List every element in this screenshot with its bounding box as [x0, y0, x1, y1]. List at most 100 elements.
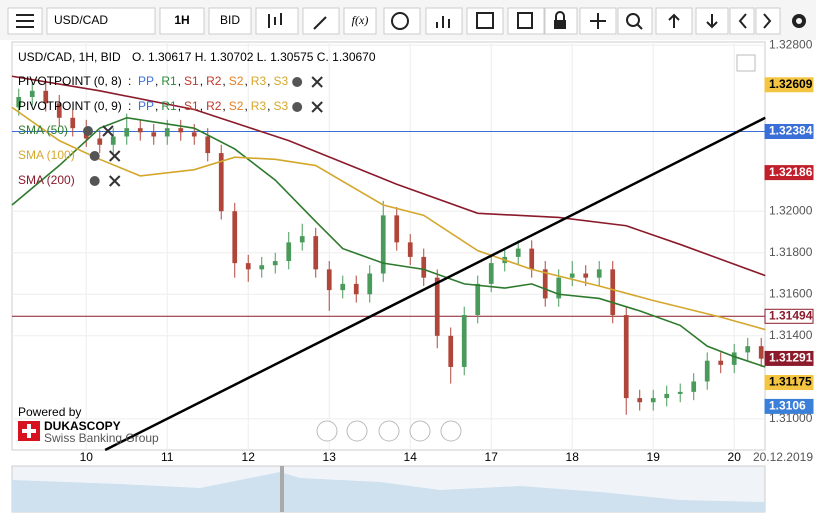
indicators-button[interactable]: [425, 7, 463, 35]
candle-body: [704, 360, 710, 382]
reset[interactable]: [378, 420, 400, 442]
download-button[interactable]: [695, 7, 729, 35]
x-tick-label: 19: [647, 450, 661, 464]
nav-right[interactable]: [440, 420, 462, 442]
price-tag-label: 1.31494: [769, 308, 813, 322]
candle-body: [205, 136, 211, 154]
calendar-button[interactable]: [466, 7, 504, 35]
candle-body: [623, 315, 629, 399]
candle-body: [326, 269, 332, 291]
legend-entry: SMA (50): [18, 123, 68, 137]
pivot-item: S3: [273, 99, 288, 113]
pivot-separator: ,: [267, 74, 270, 88]
gear-icon[interactable]: [83, 126, 94, 136]
report-button[interactable]: [507, 7, 545, 35]
candle-body: [637, 398, 643, 403]
candle-body: [245, 263, 251, 270]
legend-entry: SMA (200): [18, 173, 75, 187]
pivot-separator: ,: [222, 74, 225, 88]
candle-body: [56, 103, 62, 118]
close-icon[interactable]: [108, 175, 121, 187]
zoom-button[interactable]: [617, 7, 653, 35]
candle-body: [421, 256, 427, 278]
candle-body: [758, 346, 764, 359]
next-button[interactable]: [755, 7, 781, 35]
powered-by: Powered by: [18, 405, 81, 419]
sma-line: [11, 116, 766, 368]
candle-body: [110, 136, 116, 145]
candle-body: [407, 242, 413, 257]
candle-body: [380, 215, 386, 274]
candle-body: [542, 269, 548, 299]
side-select[interactable]: BID: [208, 7, 252, 35]
period-select[interactable]: 1H: [159, 7, 205, 35]
gear-icon[interactable]: [89, 176, 100, 186]
price-tag: [764, 350, 814, 366]
candle-body: [16, 97, 22, 108]
candle-body: [313, 236, 319, 270]
close-icon[interactable]: [108, 150, 121, 162]
y-tick-label: 1.31000: [769, 411, 813, 425]
candle-body: [583, 273, 589, 278]
lock-button[interactable]: [544, 7, 578, 35]
function-label: f(x): [352, 13, 369, 27]
candle-body: [151, 132, 157, 137]
logo-cross: [22, 424, 36, 438]
popout-button[interactable]: [736, 54, 756, 72]
candle-body: [731, 352, 737, 365]
zoom-out[interactable]: [346, 420, 368, 442]
candle-body: [556, 277, 562, 299]
pivot-item: S1: [184, 74, 199, 88]
candle-body: [596, 269, 602, 278]
info-button[interactable]: [383, 7, 421, 35]
close-icon[interactable]: [102, 125, 114, 137]
price-tag-label: 1.3106: [769, 399, 806, 413]
zoom-in[interactable]: [409, 420, 431, 442]
pivot-item: R2: [206, 99, 222, 113]
price-tag-label: 1.31291: [769, 351, 813, 365]
symbol-select[interactable]: USD/CAD: [46, 7, 156, 35]
candle-body: [475, 283, 481, 316]
pivot-separator: ,: [222, 99, 225, 113]
marks: [11, 75, 766, 452]
gear-icon[interactable]: [292, 102, 303, 112]
side: BID: [220, 13, 240, 27]
nav-left[interactable]: [316, 420, 338, 442]
candle-body: [43, 90, 49, 104]
pivot-separator: ,: [267, 99, 270, 113]
legend-entry: SMA (100): [18, 148, 75, 162]
close-icon[interactable]: [311, 76, 323, 88]
sma-line: [11, 75, 766, 277]
y-tick-label: 1.32000: [769, 203, 813, 217]
close-icon[interactable]: [311, 101, 323, 113]
function-button[interactable]: f(x): [343, 7, 377, 35]
candle-body: [515, 248, 521, 257]
x-tick-label: 20: [728, 450, 742, 464]
candle-body: [610, 269, 616, 316]
x-tick-label: 18: [566, 450, 580, 464]
price-tags: 1.32609 1.32384 1.32186 1.31494 1.31291 1.311…: [764, 77, 814, 414]
period: 1H: [174, 13, 189, 27]
gear-icon[interactable]: [89, 151, 100, 161]
chart-type-button[interactable]: [255, 7, 299, 35]
candle-body: [650, 398, 656, 403]
symbol: USD/CAD: [54, 13, 108, 27]
pivot-separator: ,: [155, 74, 158, 88]
candle-body: [340, 283, 346, 291]
instrument-header: USD/CAD, 1H, BID: [18, 50, 121, 64]
price-tag: [764, 165, 814, 181]
y-tick-label: 1.32800: [769, 37, 813, 51]
pivot-name: PIVOTPOINT (0, 9): [18, 99, 122, 113]
settings-button[interactable]: [792, 14, 806, 28]
crosshair-button[interactable]: [579, 7, 617, 35]
upload-button[interactable]: [655, 7, 693, 35]
pivot-separator: ,: [200, 99, 203, 113]
prev-button[interactable]: [729, 7, 755, 35]
navigator-handle[interactable]: [280, 466, 284, 512]
menu-button[interactable]: [7, 7, 43, 35]
candle-body: [569, 273, 575, 278]
gear-icon[interactable]: [292, 77, 303, 87]
draw-button[interactable]: [302, 7, 340, 35]
pivot-item: S1: [184, 99, 199, 113]
pivot-name: PIVOTPOINT (0, 8): [18, 74, 122, 88]
